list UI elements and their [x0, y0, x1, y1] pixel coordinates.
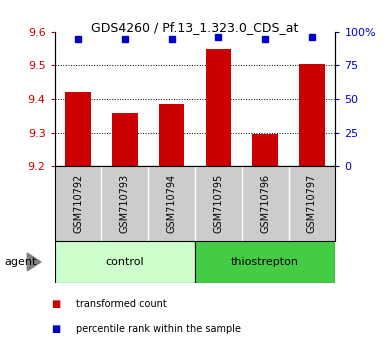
Bar — [65, 92, 91, 166]
Text: GSM710792: GSM710792 — [73, 174, 83, 233]
Polygon shape — [27, 253, 41, 271]
Text: transformed count: transformed count — [76, 299, 167, 309]
Text: GSM710794: GSM710794 — [167, 174, 177, 233]
Bar — [299, 64, 325, 166]
Text: percentile rank within the sample: percentile rank within the sample — [76, 324, 241, 334]
Text: ■: ■ — [51, 299, 60, 309]
Text: GDS4260 / Pf.13_1.323.0_CDS_at: GDS4260 / Pf.13_1.323.0_CDS_at — [91, 21, 299, 34]
Text: GSM710793: GSM710793 — [120, 174, 130, 233]
Bar — [195, 241, 335, 283]
Bar — [206, 48, 231, 166]
Bar — [55, 241, 195, 283]
Bar — [159, 104, 184, 166]
Text: agent: agent — [4, 257, 36, 267]
Bar — [112, 113, 138, 166]
Text: thiostrepton: thiostrepton — [231, 257, 299, 267]
Text: GSM710795: GSM710795 — [213, 174, 223, 233]
Text: ■: ■ — [51, 324, 60, 334]
Bar — [252, 135, 278, 166]
Text: control: control — [105, 257, 144, 267]
Text: GSM710797: GSM710797 — [307, 174, 317, 233]
Text: GSM710796: GSM710796 — [260, 174, 270, 233]
